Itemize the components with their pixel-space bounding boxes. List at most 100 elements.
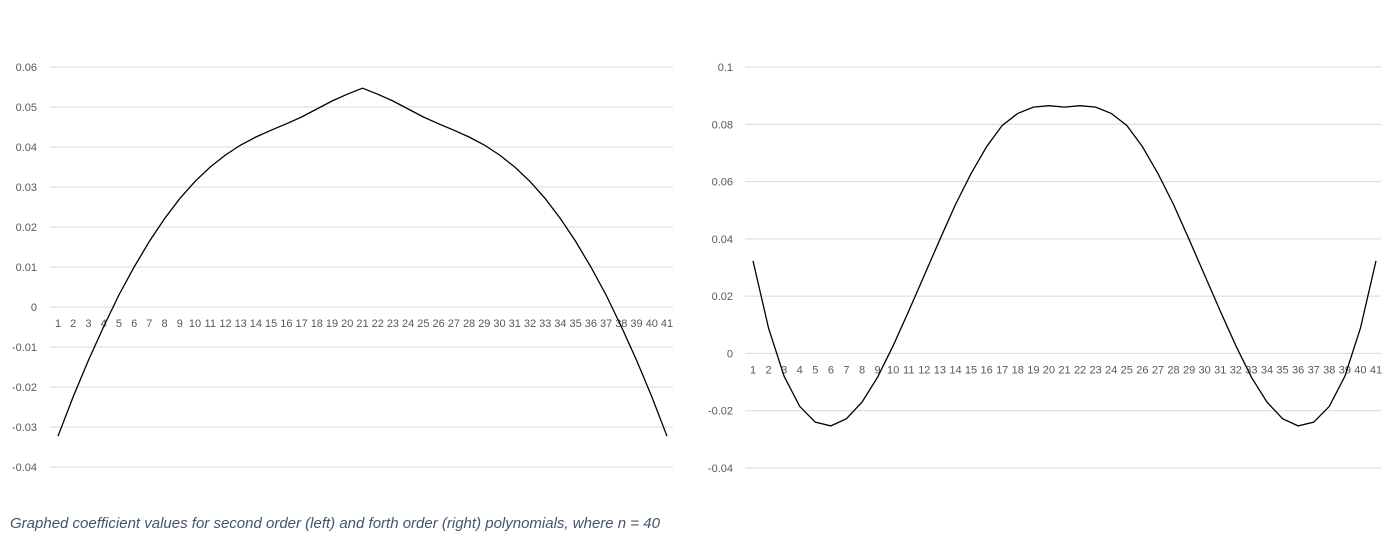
x-tick-label: 37 — [1308, 364, 1320, 376]
x-tick-label: 34 — [1261, 364, 1273, 376]
x-tick-label: 7 — [843, 364, 849, 376]
x-tick-label: 41 — [1370, 364, 1382, 376]
x-tick-label: 14 — [949, 364, 961, 376]
right-chart: 0.10.080.060.040.020-0.02-0.041 2 3 4 5 6 7 8 9 1… — [708, 62, 1382, 475]
y-tick-label: 0.02 — [712, 291, 733, 303]
x-tick-label: 36 — [585, 318, 597, 330]
y-tick-label: -0.04 — [708, 463, 733, 475]
x-tick-label: 24 — [402, 318, 414, 330]
x-tick-label: 26 — [1136, 364, 1148, 376]
x-tick-label: 9 — [177, 318, 183, 330]
x-tick-label: 12 — [219, 318, 231, 330]
y-tick-label: -0.04 — [12, 462, 37, 474]
x-tick-label: 31 — [509, 318, 521, 330]
y-tick-label: 0.06 — [712, 177, 733, 189]
x-tick-label: 10 — [189, 318, 201, 330]
y-tick-label: 0.06 — [16, 62, 37, 74]
x-tick-label: 2 — [766, 364, 772, 376]
x-tick-label: 21 — [1058, 364, 1070, 376]
x-tick-label: 34 — [554, 318, 566, 330]
y-tick-label: 0.02 — [16, 222, 37, 234]
x-tick-label: 15 — [965, 364, 977, 376]
x-tick-label: 29 — [478, 318, 490, 330]
x-tick-label: 13 — [934, 364, 946, 376]
x-tick-label: 16 — [981, 364, 993, 376]
x-tick-label: 9 — [875, 364, 881, 376]
y-tick-label: 0 — [31, 302, 37, 314]
x-tick-label: 2 — [70, 318, 76, 330]
x-tick-label: 19 — [1027, 364, 1039, 376]
x-tick-label: 30 — [493, 318, 505, 330]
x-tick-label: 32 — [524, 318, 536, 330]
series-line — [57, 87, 668, 437]
x-tick-label: 38 — [615, 318, 627, 330]
y-tick-label: 0.04 — [16, 142, 37, 154]
x-tick-label: 32 — [1230, 364, 1242, 376]
y-tick-label: 0.1 — [718, 62, 733, 74]
x-tick-label: 39 — [630, 318, 642, 330]
x-tick-label: 35 — [1276, 364, 1288, 376]
x-tick-label: 5 — [812, 364, 818, 376]
x-tick-label: 11 — [205, 318, 216, 330]
x-tick-label: 25 — [1121, 364, 1133, 376]
x-tick-label: 25 — [417, 318, 429, 330]
y-tick-label: -0.01 — [12, 342, 37, 354]
x-tick-label: 27 — [1152, 364, 1164, 376]
x-tick-label: 6 — [131, 318, 137, 330]
x-tick-label: 6 — [828, 364, 834, 376]
x-tick-label: 20 — [341, 318, 353, 330]
x-tick-label: 8 — [859, 364, 865, 376]
x-tick-label: 31 — [1214, 364, 1226, 376]
x-tick-label: 22 — [1074, 364, 1086, 376]
x-tick-label: 38 — [1323, 364, 1335, 376]
y-tick-label: -0.03 — [12, 422, 37, 434]
x-tick-label: 3 — [85, 318, 91, 330]
x-tick-label: 17 — [295, 318, 307, 330]
x-tick-label: 36 — [1292, 364, 1304, 376]
x-tick-label: 13 — [235, 318, 247, 330]
x-tick-label: 28 — [463, 318, 475, 330]
x-tick-label: 18 — [311, 318, 323, 330]
x-tick-label: 16 — [280, 318, 292, 330]
x-tick-label: 19 — [326, 318, 338, 330]
y-tick-label: -0.02 — [708, 406, 733, 418]
x-tick-label: 30 — [1199, 364, 1211, 376]
x-tick-label: 22 — [372, 318, 384, 330]
y-tick-label: 0.04 — [712, 234, 733, 246]
y-tick-label: 0.05 — [16, 102, 37, 114]
x-tick-label: 29 — [1183, 364, 1195, 376]
x-tick-label: 28 — [1167, 364, 1179, 376]
x-tick-label: 3 — [781, 364, 787, 376]
y-tick-label: 0.03 — [16, 182, 37, 194]
x-tick-label: 12 — [918, 364, 930, 376]
x-tick-label: 26 — [433, 318, 445, 330]
x-tick-label: 33 — [539, 318, 551, 330]
x-tick-label: 40 — [1354, 364, 1366, 376]
x-tick-label: 40 — [646, 318, 658, 330]
figure-caption: Graphed coefficient values for second or… — [10, 515, 660, 532]
x-tick-label: 5 — [116, 318, 122, 330]
series-line — [752, 105, 1377, 427]
x-tick-label: 14 — [250, 318, 262, 330]
y-tick-label: -0.02 — [12, 382, 37, 394]
x-tick-label: 17 — [996, 364, 1008, 376]
x-tick-label: 37 — [600, 318, 612, 330]
x-tick-label: 23 — [387, 318, 399, 330]
x-tick-label: 41 — [661, 318, 673, 330]
x-tick-label: 1 — [55, 318, 61, 330]
x-tick-label: 4 — [101, 318, 107, 330]
x-tick-label: 1 — [750, 364, 756, 376]
x-tick-label: 4 — [797, 364, 803, 376]
left-chart: 0.06 0.05 0.04 0.03 0.02 0.01 0 -0.01 -0.02 -0.03… — [12, 62, 673, 474]
x-tick-label: 24 — [1105, 364, 1117, 376]
x-tick-label: 27 — [448, 318, 460, 330]
x-tick-label: 8 — [162, 318, 168, 330]
x-tick-label: 7 — [146, 318, 152, 330]
x-tick-label: 10 — [887, 364, 899, 376]
x-tick-label: 35 — [570, 318, 582, 330]
x-tick-label: 11 — [903, 364, 914, 376]
x-tick-label: 18 — [1012, 364, 1024, 376]
x-tick-label: 20 — [1043, 364, 1055, 376]
y-tick-label: 0.08 — [712, 119, 733, 131]
